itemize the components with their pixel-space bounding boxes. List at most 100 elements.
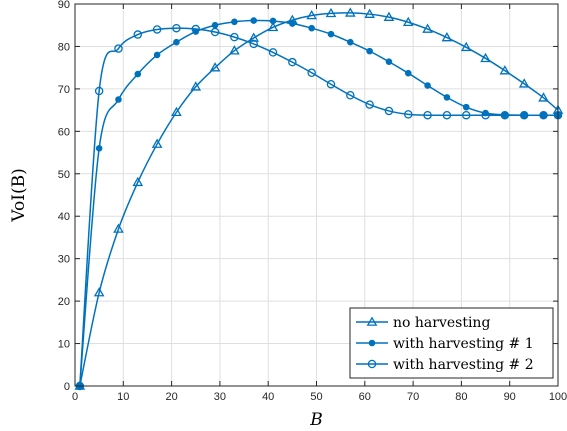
data-point [424,82,431,89]
series-3 [75,23,563,391]
series-1 [74,7,564,390]
x-tick-label: 0 [72,391,78,403]
data-point [268,48,278,57]
data-point [365,100,374,109]
legend-marker [366,316,378,326]
data-point [289,20,296,27]
data-point [499,65,511,75]
data-point [231,18,238,26]
x-tick-label: 50 [310,391,322,403]
x-tick-label: 90 [504,391,516,403]
legend: no harvesting with harvesting # 1 with har… [349,307,554,379]
y-tick-label: 50 [58,169,70,181]
data-point [152,25,162,34]
data-point [95,145,103,152]
data-point [500,110,510,120]
x-tick-label: 30 [214,391,226,403]
data-point [93,287,105,297]
data-point [423,110,432,120]
legend-label: no harvesting [393,315,490,331]
data-point [249,39,258,49]
data-point [404,110,413,119]
data-point [211,21,219,29]
data-point [132,176,144,187]
legend-marker [367,359,377,369]
data-point [366,47,373,55]
y-tick-label: 70 [58,84,70,96]
data-point [191,24,200,34]
legend-marker [368,339,376,347]
data-point [133,30,143,39]
data-point [134,70,142,78]
legend-entry: no harvesting [356,315,490,331]
data-point [250,17,258,24]
data-point [346,91,355,100]
x-tick-label: 10 [117,391,129,403]
data-point [442,110,452,120]
series-line [79,12,559,387]
ticks [74,3,559,387]
data-point [347,38,354,46]
data-point [307,68,316,78]
data-point [153,51,161,59]
y-tick-label: 60 [58,126,70,138]
x-tick-label: 80 [455,391,467,403]
data-point [114,44,123,53]
data-point [481,110,490,120]
y-tick-label: 90 [58,0,70,11]
data-point [229,45,240,55]
tick-labels: 0 10 20 30 40 50 60 70 80 90 100 0 10 20 30 40 50 60 70 80 9… [58,0,567,403]
legend-label: with harvesting # 1 [393,336,534,352]
data-point [480,52,491,63]
y-tick-label: 40 [58,211,70,223]
x-tick-label: 20 [165,391,177,403]
x-tick-label: 70 [407,391,419,403]
data-point [113,223,124,233]
y-tick-label: 30 [58,254,70,266]
data-point [327,30,335,38]
data-point [364,8,375,18]
y-tick-label: 10 [58,339,70,351]
data-point [385,58,393,66]
data-point [308,24,315,32]
x-tick-label: 100 [549,391,567,403]
data-point [404,69,412,77]
x-tick-label: 60 [359,391,371,403]
data-point [441,32,453,42]
data-point [306,9,317,20]
data-point [288,57,297,67]
data-point [384,106,394,116]
data-point [210,27,220,37]
data-point [209,62,221,72]
data-point [248,32,260,42]
data-point [190,81,202,91]
y-tick-label: 80 [58,41,70,53]
x-tick-label: 40 [262,391,274,403]
data-point [519,110,529,120]
data-point [344,7,356,17]
data-point [230,32,239,42]
x-axis-title: B [309,410,323,430]
data-point [538,92,549,102]
data-point [422,23,433,33]
data-point [443,94,451,101]
legend-entry: with harvesting # 2 [356,357,534,373]
legend-entry: with harvesting # 1 [356,336,534,352]
y-axis-title: VoI(B) [9,168,29,222]
grid [75,4,558,386]
data-point [460,41,472,52]
data-point [462,103,470,111]
y-tick-label: 20 [58,296,70,308]
series-line [79,27,558,387]
data-point [269,17,277,25]
y-tick-label: 0 [64,381,70,393]
data-point [539,110,548,120]
series-layer [74,7,564,391]
data-point [325,7,337,18]
data-point [171,106,182,117]
data-point [94,86,104,96]
data-point [383,11,395,21]
data-point [326,79,336,89]
legend-label: with harvesting # 2 [393,357,534,373]
